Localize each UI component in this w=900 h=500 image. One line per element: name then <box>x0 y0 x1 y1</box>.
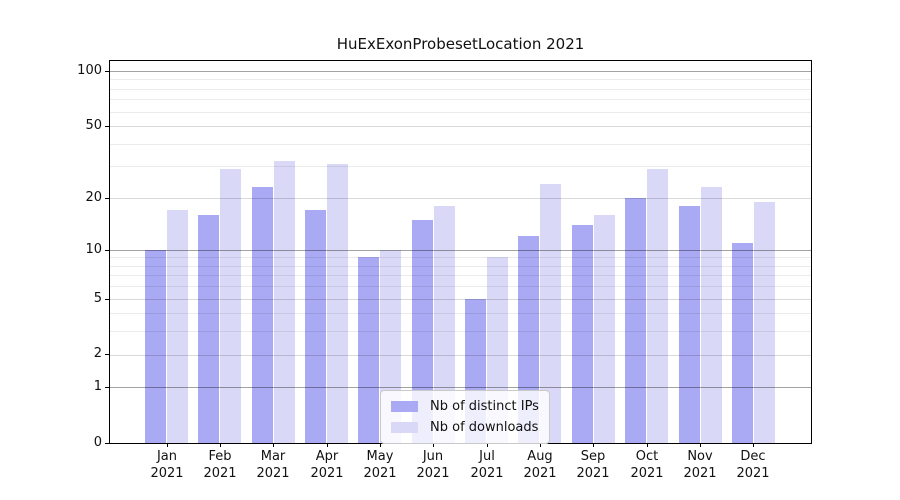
bar-downloads-oct <box>647 168 669 443</box>
bar-downloads-feb <box>220 168 242 443</box>
x-tick-sep <box>593 443 594 447</box>
gridline-minor-y-40 <box>110 143 811 145</box>
legend-label-distinct-ips: Nb of distinct IPs <box>430 399 539 414</box>
bar-downloads-jun <box>433 205 455 443</box>
bar-distinct-ips-apr <box>305 210 327 443</box>
y-tick-1 <box>105 387 109 388</box>
y-tick-label-0: 0 <box>93 435 102 450</box>
y-tick-label-50: 50 <box>85 118 102 133</box>
legend-label-downloads: Nb of downloads <box>430 420 539 435</box>
bar-distinct-ips-dec <box>731 242 753 443</box>
y-tick-0 <box>105 443 109 444</box>
y-tick-100 <box>105 71 109 72</box>
legend-item-downloads: Nb of downloads <box>391 419 539 436</box>
chart-title: HuExExonProbesetLocation 2021 <box>336 35 585 53</box>
x-tick-label-jul: Jul 2021 <box>470 449 504 481</box>
x-tick-oct <box>647 443 648 447</box>
x-tick-aug <box>540 443 541 447</box>
gridline-minor-y-60 <box>110 111 811 113</box>
y-tick-50 <box>105 126 109 127</box>
x-tick-label-may: May 2021 <box>363 449 397 481</box>
y-tick-label-5: 5 <box>93 291 102 306</box>
bar-downloads-nov <box>700 186 722 443</box>
x-tick-label-jan: Jan 2021 <box>150 449 184 481</box>
x-tick-label-apr: Apr 2021 <box>310 449 344 481</box>
gridline-y-50 <box>110 126 811 128</box>
legend-swatch-downloads <box>391 422 418 433</box>
bar-distinct-ips-oct <box>625 197 647 443</box>
y-tick-2 <box>105 354 109 355</box>
plot-area: Nb of distinct IPs Nb of downloads <box>109 60 812 444</box>
y-tick-label-1: 1 <box>93 379 102 394</box>
y-tick-label-100: 100 <box>77 63 102 78</box>
legend: Nb of distinct IPs Nb of downloads <box>380 390 550 444</box>
legend-item-distinct-ips: Nb of distinct IPs <box>391 398 539 415</box>
x-tick-label-sep: Sep 2021 <box>576 449 610 481</box>
bar-downloads-dec <box>753 201 775 443</box>
gridline-minor-y-80 <box>110 88 811 90</box>
bar-downloads-sep <box>593 214 615 443</box>
x-tick-mar <box>273 443 274 447</box>
bar-downloads-mar <box>273 161 295 443</box>
gridline-minor-y-30 <box>110 166 811 168</box>
x-tick-label-nov: Nov 2021 <box>683 449 717 481</box>
y-tick-10 <box>105 250 109 251</box>
bar-distinct-ips-feb <box>198 214 220 443</box>
bar-distinct-ips-sep <box>571 224 593 443</box>
gridline-minor-y-90 <box>110 79 811 81</box>
x-tick-dec <box>753 443 754 447</box>
y-tick-label-10: 10 <box>85 242 102 257</box>
gridline-y-100 <box>110 71 811 72</box>
x-tick-jul <box>487 443 488 447</box>
x-tick-jun <box>433 443 434 447</box>
bar-distinct-ips-nov <box>678 205 700 443</box>
x-tick-label-dec: Dec 2021 <box>736 449 770 481</box>
x-tick-feb <box>220 443 221 447</box>
x-tick-apr <box>327 443 328 447</box>
y-tick-label-2: 2 <box>93 346 102 361</box>
bar-distinct-ips-may <box>358 257 380 443</box>
x-tick-label-oct: Oct 2021 <box>630 449 664 481</box>
bar-downloads-aug <box>540 183 562 443</box>
bar-downloads-jan <box>167 210 188 443</box>
x-tick-may <box>380 443 381 447</box>
x-tick-jan <box>167 443 168 447</box>
x-tick-label-aug: Aug 2021 <box>523 449 557 481</box>
x-tick-label-mar: Mar 2021 <box>256 449 290 481</box>
x-tick-nov <box>700 443 701 447</box>
y-tick-5 <box>105 299 109 300</box>
legend-swatch-distinct-ips <box>391 401 418 412</box>
x-tick-label-feb: Feb 2021 <box>203 449 237 481</box>
bar-distinct-ips-jun <box>411 219 433 443</box>
bar-distinct-ips-jan <box>145 249 166 443</box>
y-tick-20 <box>105 198 109 199</box>
bar-downloads-apr <box>327 163 349 443</box>
x-tick-label-jun: Jun 2021 <box>416 449 450 481</box>
gridline-minor-y-70 <box>110 99 811 101</box>
bar-distinct-ips-mar <box>251 186 273 443</box>
y-tick-label-20: 20 <box>85 190 102 205</box>
